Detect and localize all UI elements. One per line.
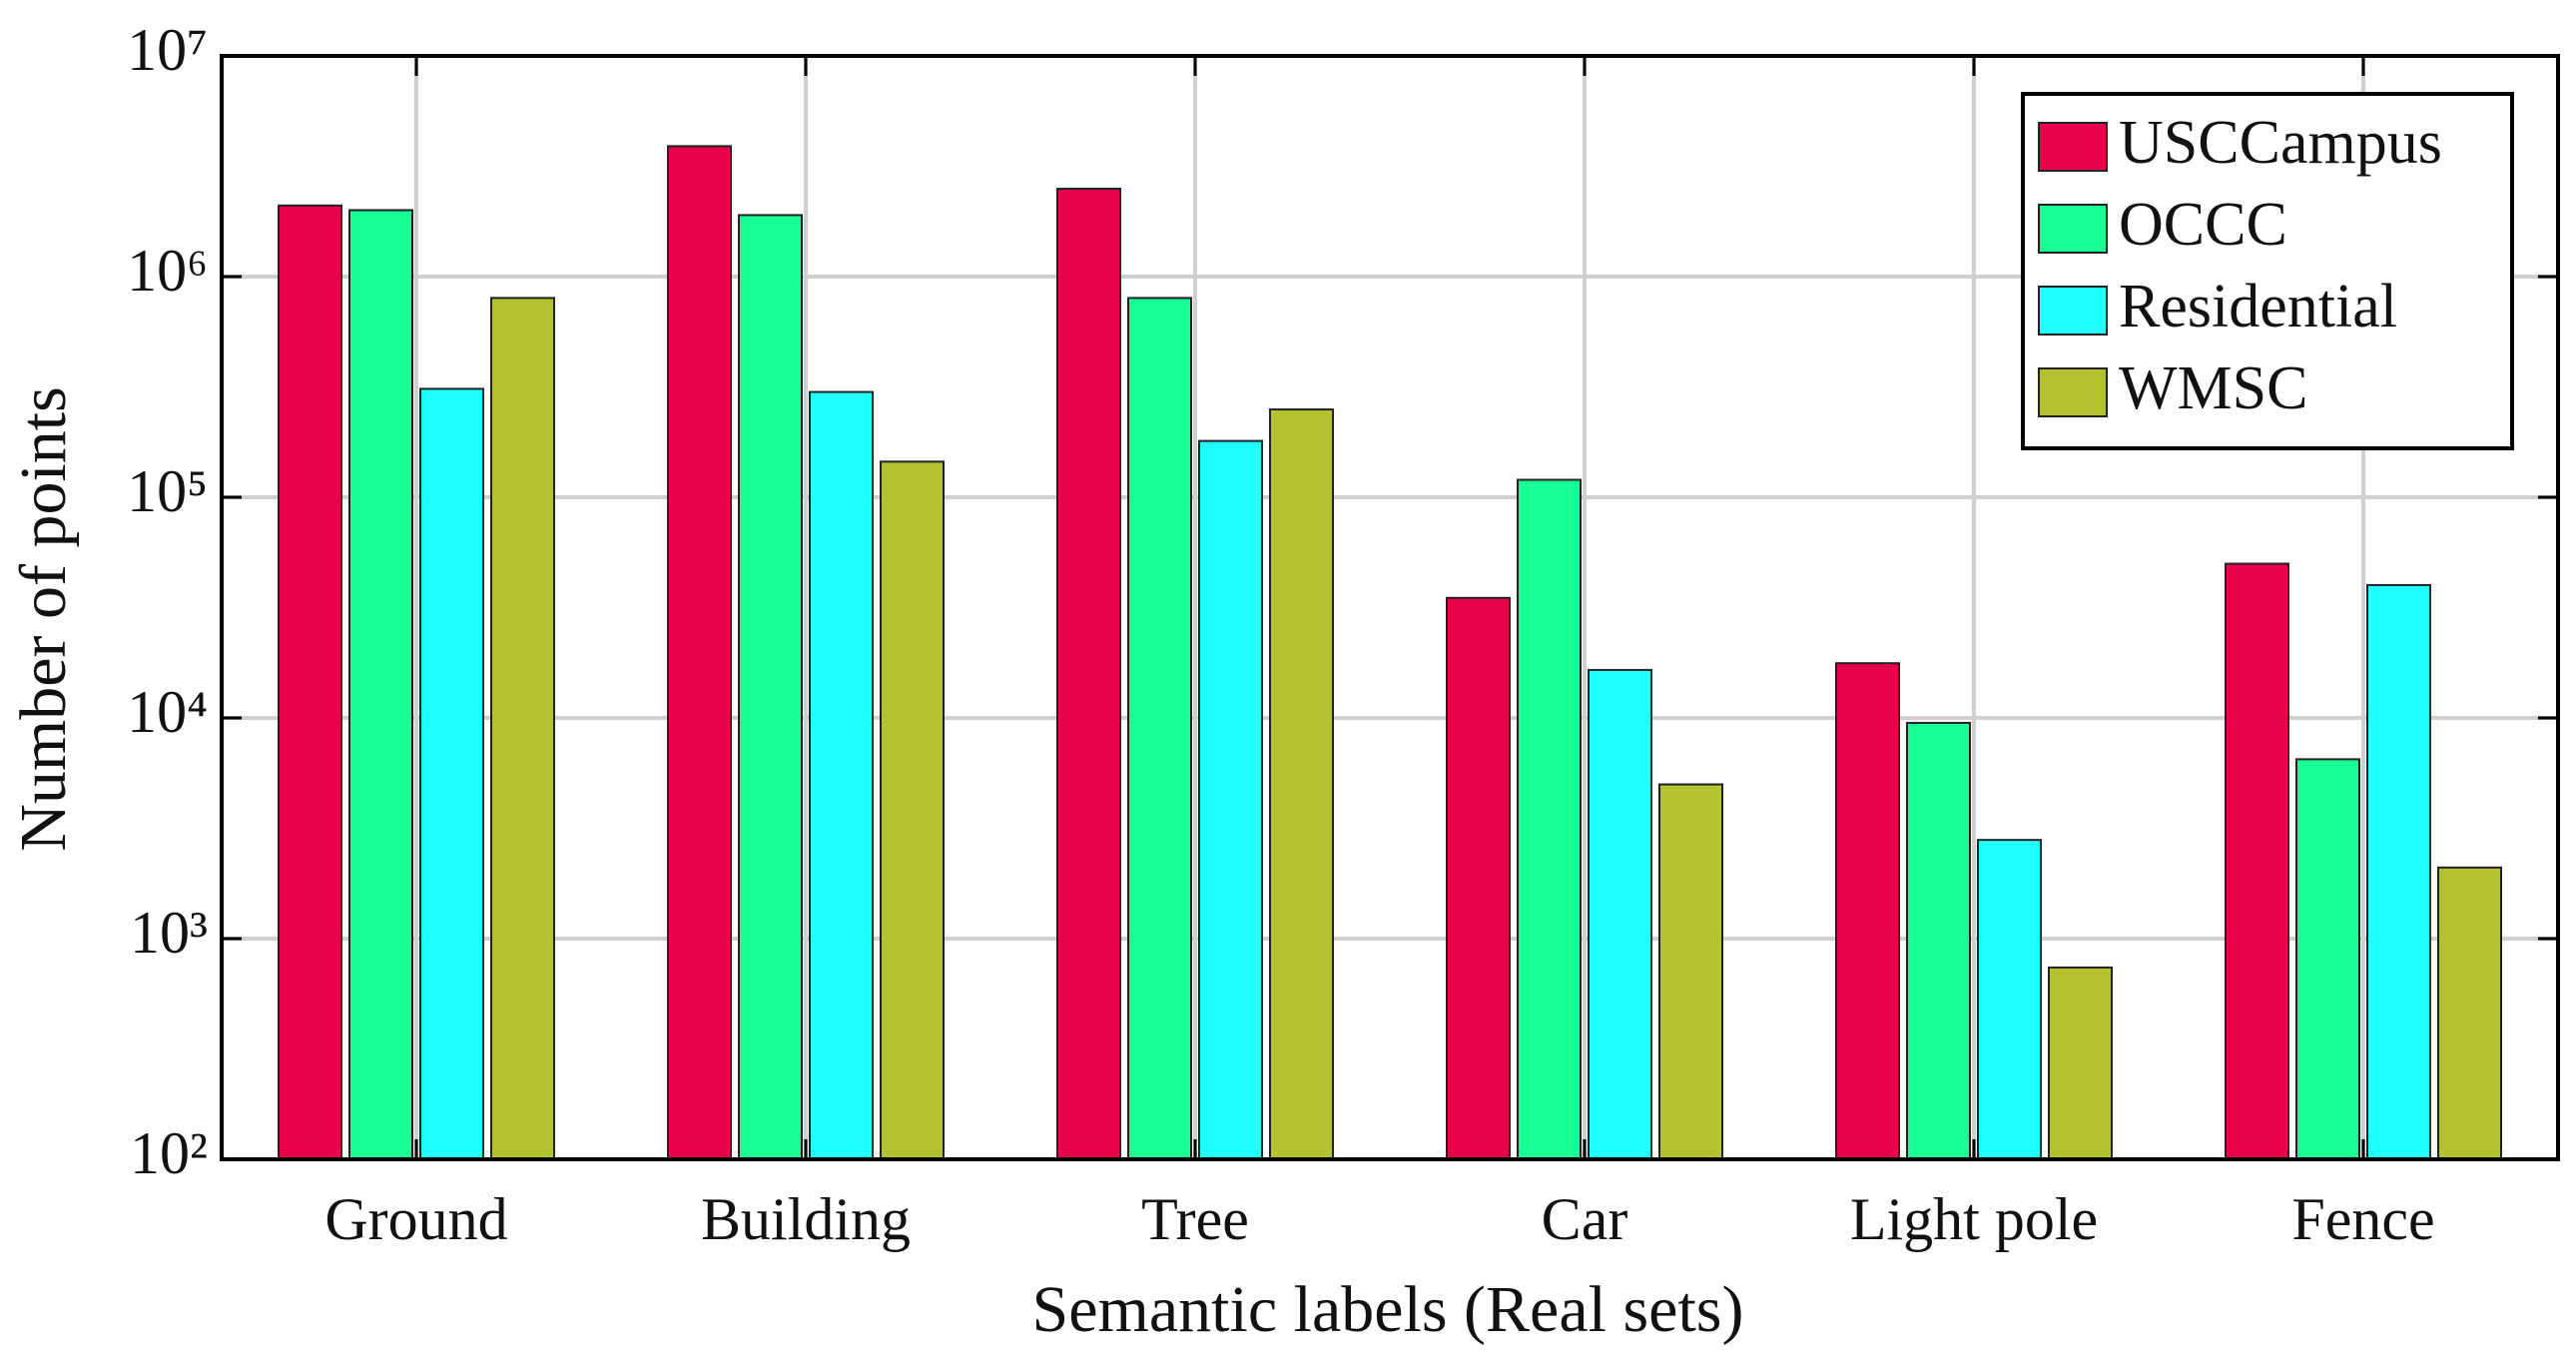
y-tick-label: 10²: [130, 1120, 208, 1186]
bar: [738, 214, 803, 1160]
bar: [2366, 583, 2431, 1160]
x-tick-label: Building: [701, 1186, 911, 1252]
bar: [1906, 721, 1971, 1160]
x-tick-label: Light pole: [1850, 1186, 2098, 1252]
bar: [1977, 839, 2042, 1161]
bar: [1835, 662, 1900, 1161]
bar: [490, 297, 555, 1160]
bar: [2437, 866, 2502, 1160]
legend-label: USCCampus: [2119, 109, 2442, 177]
legend-label: WMSC: [2119, 354, 2307, 422]
bar: [2295, 758, 2360, 1160]
bar: [667, 145, 732, 1161]
bar: [1446, 596, 1511, 1160]
x-tick-label: Fence: [2291, 1186, 2434, 1252]
bar: [1127, 297, 1192, 1160]
y-tick-label: 10⁴: [127, 679, 208, 745]
x-tick-label: Ground: [324, 1186, 507, 1252]
y-tick-label: 10⁶: [127, 238, 208, 304]
x-axis-title: Semantic labels (Real sets): [1032, 1273, 1744, 1346]
legend-swatch: [2038, 286, 2108, 336]
bar: [2048, 966, 2113, 1160]
x-tick-label: Tree: [1141, 1186, 1249, 1252]
legend-swatch: [2038, 367, 2108, 417]
bar: [809, 390, 874, 1160]
bar: [1658, 783, 1723, 1161]
legend-swatch: [2038, 122, 2108, 172]
y-tick-label: 10⁷: [127, 17, 208, 83]
y-axis-title: Number of points: [7, 386, 80, 852]
plot-frame: [220, 54, 2560, 1161]
y-tick-label: 10⁵: [127, 458, 208, 524]
bar: [2225, 562, 2289, 1160]
y-tick-label: 10³: [130, 900, 208, 966]
bar: [278, 204, 342, 1160]
bar: [880, 460, 945, 1161]
legend-swatch: [2038, 204, 2108, 254]
bar: [348, 209, 413, 1161]
x-tick-label: Car: [1542, 1186, 1628, 1252]
bar: [1588, 668, 1652, 1160]
bar: [1198, 439, 1263, 1160]
bar: [1269, 408, 1334, 1161]
legend-label: OCCC: [2119, 191, 2287, 259]
legend-label: Residential: [2119, 273, 2397, 341]
bar: [1056, 188, 1121, 1161]
bar: [1517, 478, 1582, 1161]
bar: [419, 387, 484, 1160]
